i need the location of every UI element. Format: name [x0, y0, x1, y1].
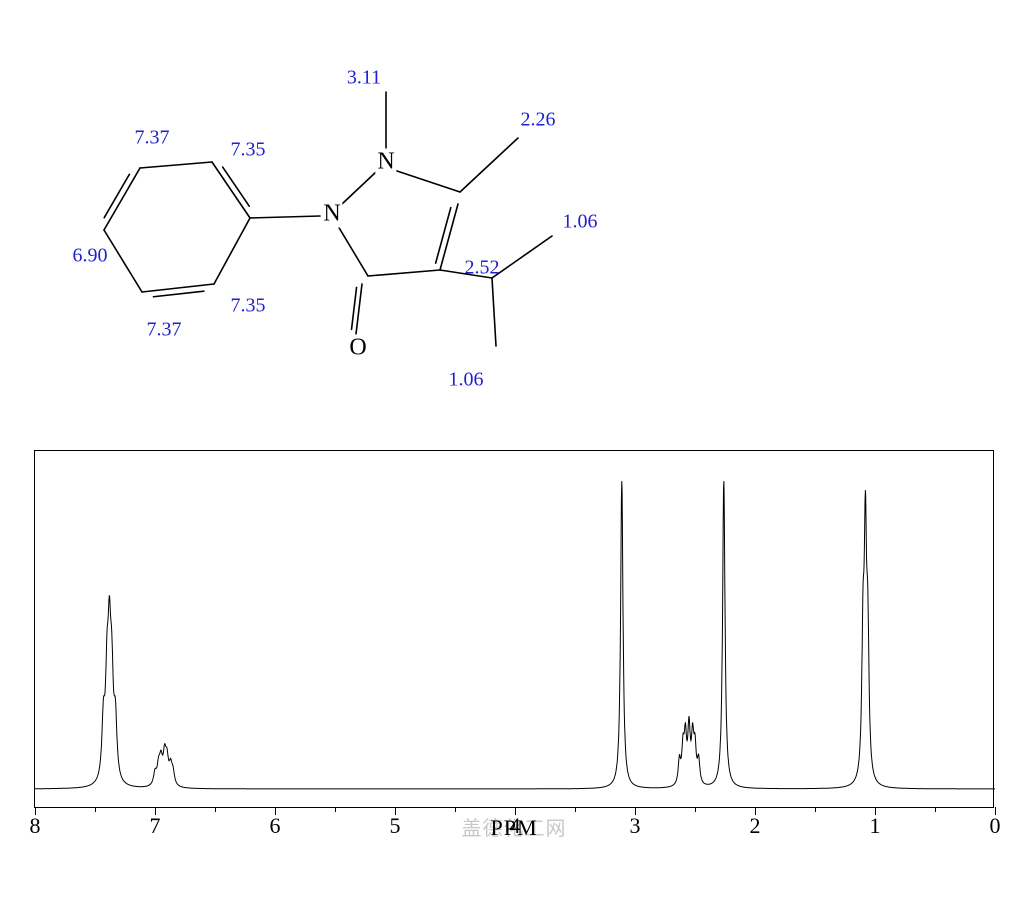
chemical-shift-label: 1.06	[563, 211, 598, 234]
axis-tick-minor	[455, 807, 456, 812]
axis-tick-label: 8	[30, 813, 41, 839]
spectrum-trace	[35, 481, 995, 789]
axis-tick-label: 5	[390, 813, 401, 839]
nmr-spectrum-svg	[35, 451, 995, 809]
chemical-shift-label: 1.06	[449, 369, 484, 392]
atom-label: N	[321, 201, 342, 228]
nmr-spectrum-frame: 盖德化工网 PPM 012345678	[34, 450, 994, 808]
chemical-shift-label: 3.11	[347, 67, 381, 90]
axis-tick-label: 0	[990, 813, 1001, 839]
axis-tick-minor	[695, 807, 696, 812]
chemical-shift-label: 7.35	[231, 139, 266, 162]
axis-tick-label: 6	[270, 813, 281, 839]
axis-tick-label: 3	[630, 813, 641, 839]
atom-label: O	[347, 335, 368, 362]
axis-tick-minor	[95, 807, 96, 812]
molecule-structure: NNO3.112.267.357.376.907.377.351.062.521…	[60, 20, 580, 420]
chemical-shift-label: 7.35	[231, 295, 266, 318]
axis-tick-minor	[215, 807, 216, 812]
chemical-shift-label: 2.52	[465, 257, 500, 280]
axis-tick-minor	[815, 807, 816, 812]
axis-tick-label: 1	[870, 813, 881, 839]
axis-tick-label: 4	[510, 813, 521, 839]
axis-tick-label: 2	[750, 813, 761, 839]
axis-tick-minor	[575, 807, 576, 812]
axis-tick-minor	[335, 807, 336, 812]
axis-tick-label: 7	[150, 813, 161, 839]
axis-tick-minor	[935, 807, 936, 812]
chemical-shift-label: 7.37	[135, 127, 170, 150]
atom-label: N	[375, 149, 396, 176]
chemical-shift-label: 2.26	[521, 109, 556, 132]
page-container: N N O 3.11 2.26 7.35 7.37 6.90 7.37 7.35 1.06 2.52 1…	[0, 0, 1024, 900]
chemical-shift-label: 7.37	[147, 319, 182, 342]
chemical-shift-label: 6.90	[73, 245, 108, 268]
